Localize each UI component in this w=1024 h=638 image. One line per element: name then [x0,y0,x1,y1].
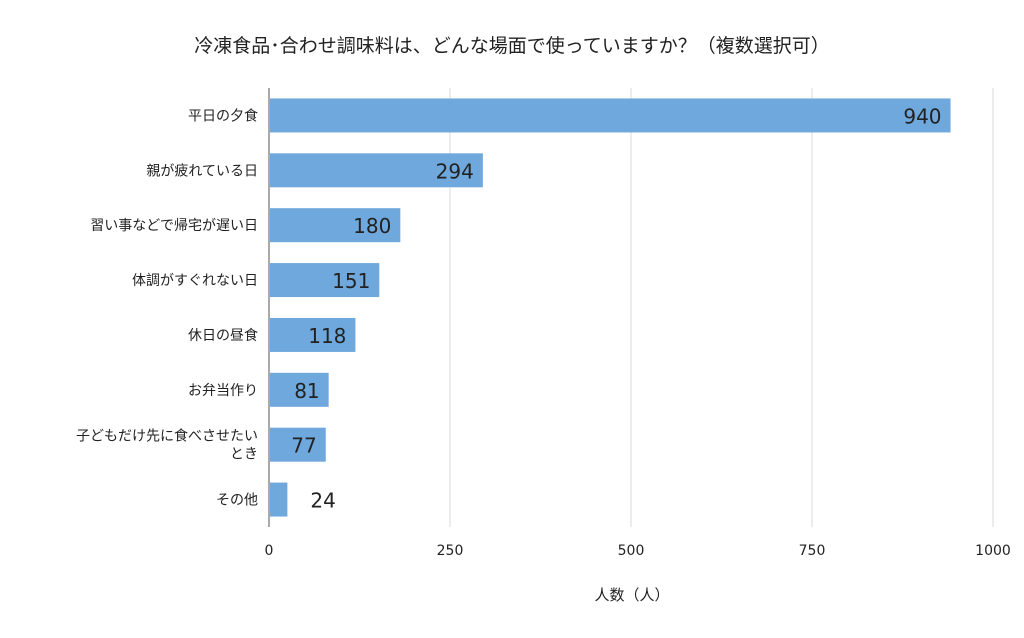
data-label: 81 [294,379,319,403]
bar [270,98,951,133]
bar [270,427,326,462]
data-label: 180 [353,214,391,238]
bar [270,208,401,243]
category-label: 休日の昼食 [188,327,258,344]
x-axis-label: 人数（人） [594,586,669,604]
bar [270,263,380,298]
bar [270,317,356,352]
data-label: 24 [310,489,335,513]
data-label: 294 [436,159,474,183]
data-label: 151 [332,269,370,293]
x-tick-label: 500 [618,543,645,559]
category-labels: 平日の夕食親が疲れている日習い事などで帰宅が遅い日体調がすぐれない日休日の昼食お… [76,107,258,508]
data-label: 940 [903,104,941,128]
category-label: その他 [216,493,258,509]
bar [270,482,288,517]
category-label: 子どもだけ先に食べさせたいとき [76,428,258,463]
bar [270,153,483,188]
category-label: 体調がすぐれない日 [132,273,258,289]
category-label: 平日の夕食 [188,107,258,124]
data-label: 118 [308,324,346,348]
bar [270,372,329,407]
x-tick-label: 250 [437,543,464,559]
x-tick-label: 0 [265,543,274,559]
bars: 940 294 180 151 118 81 77 24 [270,98,951,517]
category-label: 親が疲れている日 [146,162,258,179]
category-label: 習い事などで帰宅が遅い日 [90,217,258,234]
data-label: 77 [291,434,316,458]
x-tick-label: 750 [799,543,826,559]
chart-title: 冷凍食品･合わせ調味料は、どんな場面で使っていますか？（複数選択可） [194,35,830,57]
x-tick-labels: 0 250 500 750 1000 [265,543,1011,559]
category-label: お弁当作り [188,383,258,399]
x-tick-label: 1000 [975,543,1011,559]
